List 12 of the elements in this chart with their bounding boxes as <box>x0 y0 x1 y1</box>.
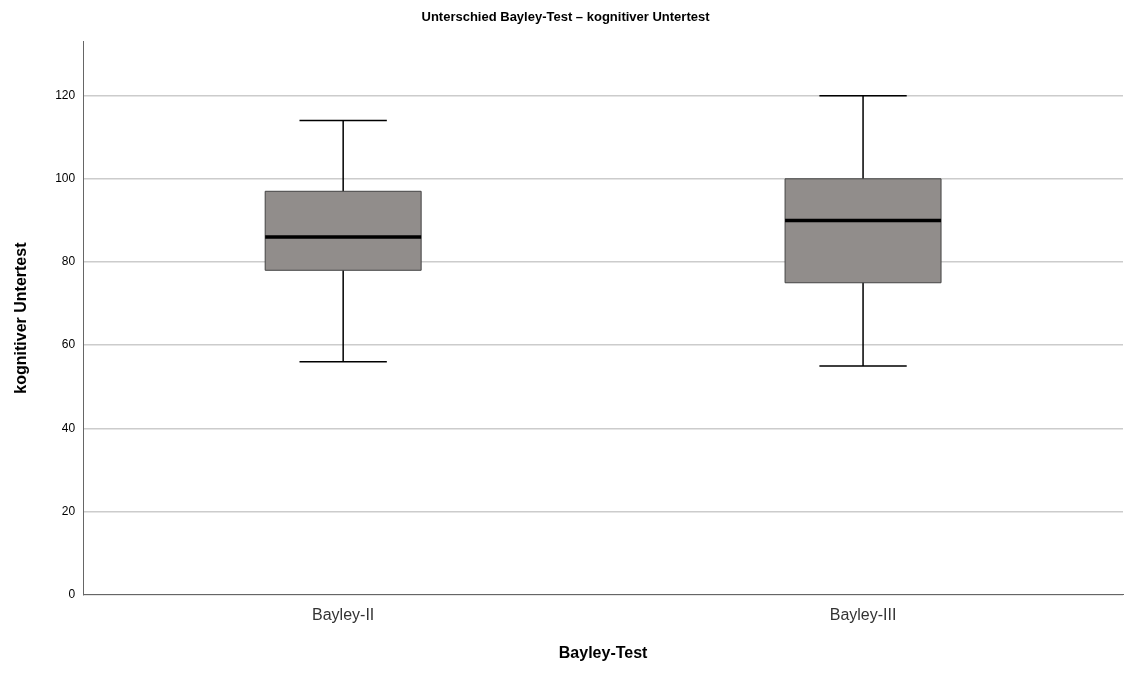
y-tick-label: 20 <box>61 503 76 518</box>
y-tick-label: 100 <box>55 171 76 186</box>
y-tick-label: 120 <box>55 87 76 102</box>
x-axis-title: Bayley-Test <box>558 643 649 661</box>
x-tick-label: Bayley-III <box>829 605 897 623</box>
y-tick-label: 40 <box>61 420 76 435</box>
x-tick-label: Bayley-II <box>312 605 375 623</box>
y-tick-label: 80 <box>61 254 76 269</box>
y-tick-label: 60 <box>61 337 76 352</box>
y-axis-title: kognitiver Untertest <box>12 241 30 394</box>
chart-title: Unterschied Bayley-Test – kognitiver Untertest <box>421 9 711 25</box>
y-tick-label: 0 <box>68 586 76 601</box>
